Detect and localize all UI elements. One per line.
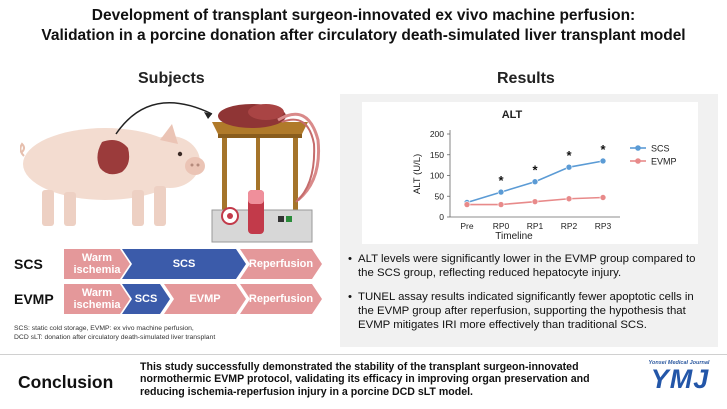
data-point-evmp [599,194,607,201]
subjects-illustration [20,102,321,243]
x-axis-label: Timeline [495,231,533,242]
warm-line1: Warm [81,287,113,299]
data-point-evmp [565,195,573,203]
journal-name: Yonsei Medical Journal [648,360,710,366]
legend-label-scs: SCS [651,144,670,154]
y-tick-label: 200 [430,129,444,139]
legend-marker-evmp [635,158,641,164]
conclusion-text: This study successfully demonstrated the… [140,361,590,398]
bullet-dot: • [348,253,352,265]
evmp-process-row: EVMP Warm ischemia SCS EVMP Reperfusion [14,284,324,314]
footnote-line-2: DCD sLT: donation after circulatory deat… [14,334,216,341]
evmp-reperfusion-segment: Reperfusion [240,284,322,314]
subjects-heading: Subjects [138,70,205,87]
x-tick-label: RP1 [527,221,544,231]
significance-marker: * [566,148,572,163]
bullet-dot: • [348,291,352,303]
significance-marker: * [498,173,504,188]
significance-marker: * [532,163,538,178]
data-point-scs [599,157,607,165]
ymj-logo: YMJ [650,364,710,394]
y-axis-label: ALT (U/L) [412,154,423,194]
legend-label-evmp: EVMP [651,157,677,167]
data-point-evmp [497,201,505,208]
title-line-2: Validation in a porcine donation after c… [41,27,686,44]
data-point-scs [565,163,573,171]
transfer-arrow [115,102,213,135]
scs-reperfusion-label: Reperfusion [248,258,314,270]
perfusion-machine-illustration [211,104,321,243]
warm-line2: ischemia [73,264,121,276]
x-tick-label: RP0 [493,221,510,231]
warm-line1: Warm [81,252,113,264]
x-tick-label: Pre [460,221,474,231]
scs-storage-label: SCS [172,258,196,270]
results-heading: Results [497,70,555,87]
pig-illustration [20,124,205,226]
poster-title: Development of transplant surgeon-innova… [0,6,727,46]
evmp-reperfusion-label: Reperfusion [248,293,314,305]
results-panel: ALT 0 50 100 150 200 Pre RP0 RP1 RP2 RP3 * * * * SCS… [340,94,718,347]
data-point-evmp [531,198,539,205]
x-tick-label: RP2 [561,221,578,231]
data-point-scs [531,178,539,186]
evmp-row-label: EVMP [14,291,54,307]
x-tick-label: RP3 [595,221,612,231]
scs-storage-segment: SCS [122,249,246,279]
bullet-alt: • ALT levels were significantly lower in… [348,252,708,280]
scs-row-label: SCS [14,256,43,272]
scs-warm-ischemia-segment: Warm ischemia [64,249,130,279]
evmp-scs-label: SCS [134,293,158,305]
scs-process-row: SCS Warm ischemia SCS Reperfusion [14,249,324,279]
y-tick-label: 100 [430,171,444,181]
evmp-perfusion-segment: EVMP [164,284,246,314]
y-tick-label: 50 [435,191,445,201]
significance-marker: * [600,142,606,157]
warm-line2: ischemia [73,299,121,311]
bullet-alt-text: ALT levels were significantly lower in t… [358,253,696,279]
title-line-1: Development of transplant surgeon-innova… [91,7,636,24]
y-tick-label: 150 [430,150,444,160]
legend-marker-scs [635,145,641,151]
alt-line-chart: ALT 0 50 100 150 200 Pre RP0 RP1 RP2 RP3 * * * * SCS… [412,109,677,242]
scs-reperfusion-segment: Reperfusion [240,249,322,279]
conclusion-label: Conclusion [18,372,114,392]
evmp-warm-ischemia-segment: Warm ischemia [64,284,130,314]
chart-title: ALT [502,109,523,121]
data-point-evmp [463,201,471,208]
y-tick-label: 0 [439,212,444,222]
abbreviations-footnote: SCS: static cold storage, EVMP: ex vivo … [14,324,215,342]
bullet-tunel-text: TUNEL assay results indicated significan… [358,291,694,331]
data-point-scs [497,188,505,196]
footnote-line-1: SCS: static cold storage, EVMP: ex vivo … [14,325,194,332]
bullet-tunel: • TUNEL assay results indicated signific… [348,290,708,332]
alt-chart-card: ALT 0 50 100 150 200 Pre RP0 RP1 RP2 RP3 * * * * SCS… [362,102,698,244]
conclusion-divider [0,354,727,355]
evmp-perfusion-label: EVMP [189,293,221,305]
